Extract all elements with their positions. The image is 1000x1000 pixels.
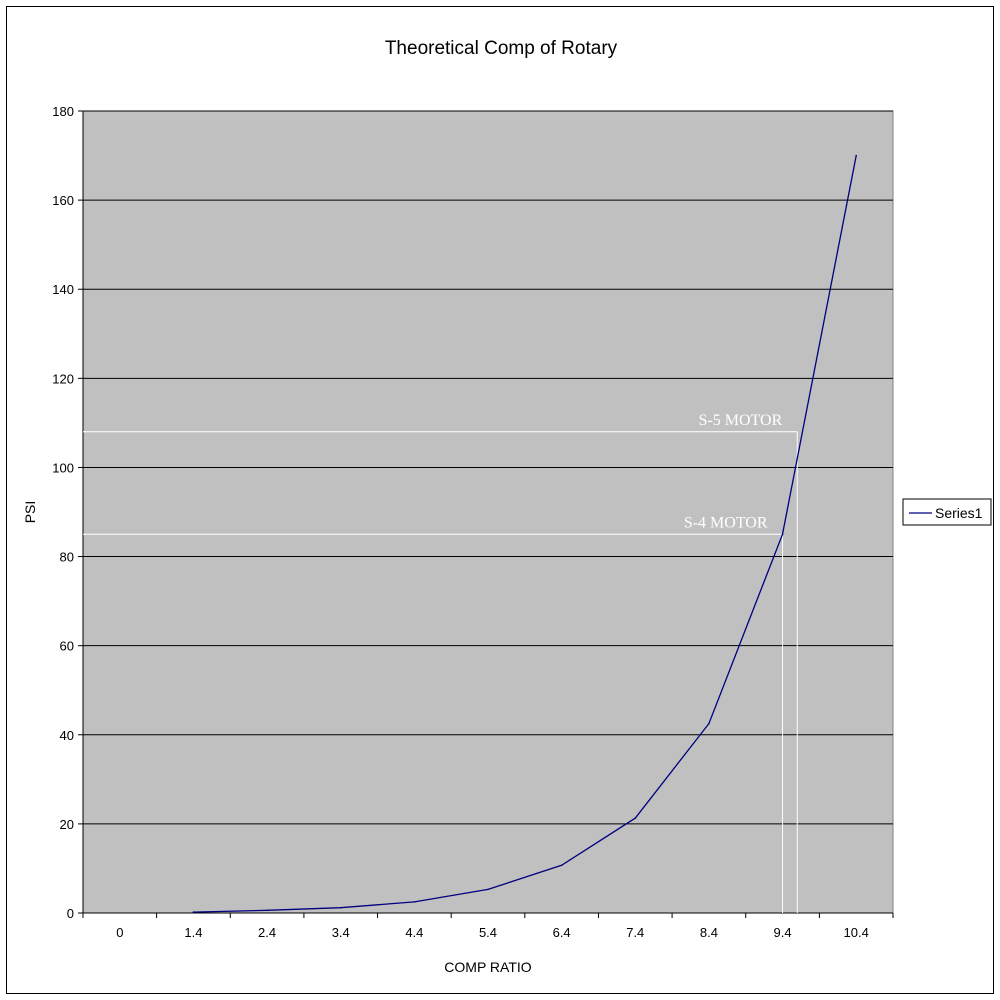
- annotation-label-s-5-motor: S-5 MOTOR: [699, 412, 783, 429]
- x-tick-label-7.4: 7.4: [626, 925, 644, 940]
- data-point-3.4: [339, 906, 342, 909]
- data-point-6.4: [560, 864, 563, 867]
- y-axis-title: PSI: [22, 501, 38, 524]
- data-point-8.4: [708, 722, 710, 725]
- series-line-series1: [193, 155, 857, 913]
- data-point-4.4: [413, 901, 416, 903]
- data-point-7.4: [634, 817, 637, 819]
- x-tick-label-4.4: 4.4: [405, 925, 423, 940]
- data-point-10.4: [855, 154, 857, 157]
- y-tick-label-160: 160: [52, 193, 74, 208]
- x-axis-title: COMP RATIO: [444, 959, 531, 975]
- x-tick-label-9.4: 9.4: [774, 925, 792, 940]
- axis-layer: 0 20 40 60 80 100 120 140 160 180 0 1.4 2.4 3.4 4.4 5.4…: [52, 104, 894, 940]
- data-point-2.4: [266, 909, 268, 912]
- y-tick-label-0: 0: [67, 906, 74, 921]
- data-point-1.4: [192, 911, 195, 913]
- x-tick-label-0: 0: [116, 925, 123, 940]
- y-tick-label-40: 40: [60, 728, 74, 743]
- legend-label-series1: Series1: [935, 505, 983, 521]
- y-tick-label-180: 180: [52, 104, 74, 119]
- chart-title: Theoretical Comp of Rotary: [385, 38, 618, 59]
- plot-area: [82, 110, 894, 914]
- chart-svg: Theoretical Comp of Rotary 0 20 40 60 80 100 1…: [22, 38, 992, 975]
- series-layer: [192, 154, 857, 913]
- chart-frame: Theoretical Comp of Rotary 0 20 40 60 80 100 1…: [6, 6, 994, 994]
- y-tick-label-140: 140: [52, 282, 74, 297]
- x-tick-label-10.4: 10.4: [844, 925, 869, 940]
- x-tick-label-8.4: 8.4: [700, 925, 718, 940]
- y-tick-label-60: 60: [60, 639, 74, 654]
- x-tick-label-2.4: 2.4: [258, 925, 276, 940]
- legend: Series1: [902, 498, 992, 526]
- x-tick-label-6.4: 6.4: [553, 925, 571, 940]
- annotation-layer: S-5 MOTOR S-4 MOTOR: [83, 412, 798, 913]
- annotation-label-s-4-motor: S-4 MOTOR: [684, 514, 768, 531]
- grid-layer: [83, 110, 893, 825]
- x-tick-label-1.4: 1.4: [184, 925, 202, 940]
- x-tick-label-3.4: 3.4: [332, 925, 350, 940]
- legend-box: [902, 498, 992, 526]
- data-point-9.4: [781, 533, 784, 536]
- y-tick-label-120: 120: [52, 371, 74, 386]
- y-tick-label-80: 80: [60, 550, 74, 565]
- y-tick-label-100: 100: [52, 460, 74, 475]
- y-tick-label-20: 20: [60, 817, 74, 832]
- data-point-5.4: [487, 888, 489, 891]
- x-tick-label-5.4: 5.4: [479, 925, 497, 940]
